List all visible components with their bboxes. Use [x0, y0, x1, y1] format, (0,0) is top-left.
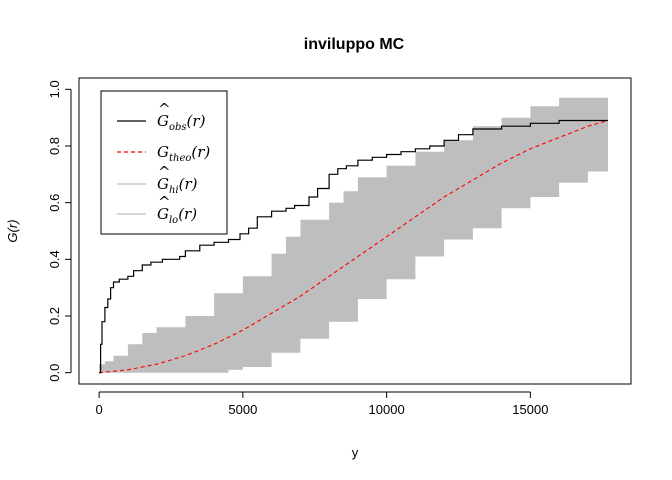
y-tick-label: 0.4	[47, 250, 62, 268]
y-tick-label: 1.0	[47, 80, 62, 98]
x-axis: 0 5000 10000 15000	[96, 391, 548, 417]
legend-item-lo: Glo(r)^	[117, 193, 197, 226]
legend-label: Gtheo(r)	[157, 143, 210, 164]
x-tick-label: 15000	[512, 402, 548, 417]
y-tick-label: 0.2	[47, 307, 62, 325]
legend-label: Gobs(r)	[157, 112, 206, 133]
y-axis: 0.0 0.2 0.4 0.6 0.8 1.0	[47, 80, 72, 382]
y-tick-label: 0.0	[47, 364, 62, 382]
series-lines	[99, 119, 609, 374]
plot-frame	[78, 77, 632, 385]
x-axis-label: y	[352, 445, 359, 460]
y-tick-label: 0.8	[47, 137, 62, 155]
y-axis-label: G(r)	[5, 219, 20, 242]
legend: Gobs(r)^Gtheo(r)Ghi(r)^Glo(r)^	[100, 90, 228, 235]
legend-hat-icon: ^	[158, 193, 171, 211]
x-tick-label: 10000	[369, 402, 405, 417]
legend-hat-icon: ^	[158, 100, 171, 118]
legend-hat-icon: ^	[158, 163, 171, 181]
x-tick-label: 5000	[228, 402, 257, 417]
legend-item-hi: Ghi(r)^	[117, 163, 198, 196]
envelope-band	[99, 89, 608, 373]
legend-item-obs: Gobs(r)^	[117, 100, 206, 133]
envelope-area	[99, 89, 608, 373]
x-tick-label: 0	[96, 402, 103, 417]
series-line-obs	[99, 119, 608, 374]
legend-label: Ghi(r)	[157, 175, 198, 196]
legend-label: Glo(r)	[157, 205, 197, 226]
y-tick-label: 0.6	[47, 194, 62, 212]
legend-item-theo: Gtheo(r)	[117, 143, 210, 164]
chart-title: inviluppo MC	[304, 36, 405, 53]
legend-box	[100, 90, 228, 235]
series-line-theo	[99, 119, 609, 374]
